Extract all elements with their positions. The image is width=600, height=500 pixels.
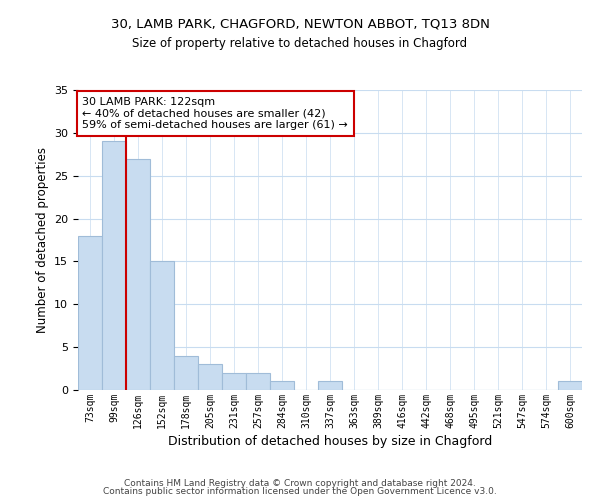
Bar [198, 364, 222, 390]
Text: Contains public sector information licensed under the Open Government Licence v3: Contains public sector information licen… [103, 487, 497, 496]
Bar [174, 356, 198, 390]
Text: Contains HM Land Registry data © Crown copyright and database right 2024.: Contains HM Land Registry data © Crown c… [124, 478, 476, 488]
Bar [270, 382, 294, 390]
Bar [78, 236, 102, 390]
Text: 30, LAMB PARK, CHAGFORD, NEWTON ABBOT, TQ13 8DN: 30, LAMB PARK, CHAGFORD, NEWTON ABBOT, T… [110, 18, 490, 30]
Bar [318, 382, 342, 390]
Y-axis label: Number of detached properties: Number of detached properties [35, 147, 49, 333]
Bar [246, 373, 270, 390]
Bar [126, 158, 150, 390]
Bar [102, 142, 126, 390]
Bar [222, 373, 246, 390]
Text: 30 LAMB PARK: 122sqm
← 40% of detached houses are smaller (42)
59% of semi-detac: 30 LAMB PARK: 122sqm ← 40% of detached h… [82, 97, 348, 130]
Text: Size of property relative to detached houses in Chagford: Size of property relative to detached ho… [133, 38, 467, 51]
Bar [150, 262, 174, 390]
Bar [558, 382, 582, 390]
X-axis label: Distribution of detached houses by size in Chagford: Distribution of detached houses by size … [168, 435, 492, 448]
